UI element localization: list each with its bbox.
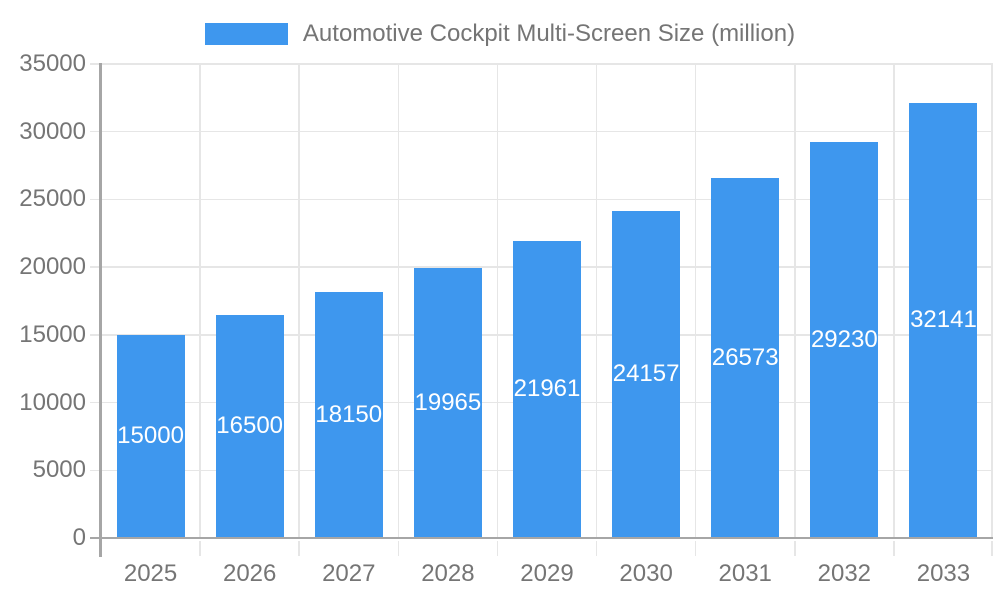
legend: Automotive Cockpit Multi-Screen Size (mi… (0, 19, 1000, 49)
x-axis-tick-label: 2029 (520, 560, 574, 587)
y-axis-tick-label: 15000 (19, 320, 86, 348)
gridline-horizontal (90, 130, 993, 133)
x-axis-tick-label: 2026 (222, 560, 277, 587)
bar-2032: 29230 (810, 142, 879, 538)
x-axis-tick (199, 540, 201, 556)
gridline-vertical (298, 64, 300, 538)
bar-value-label: 19965 (414, 388, 482, 416)
y-axis-tick-label: 25000 (19, 185, 86, 213)
gridline-vertical (794, 64, 796, 538)
x-axis-tick (496, 540, 499, 556)
y-axis-tick-label: 20000 (19, 253, 86, 281)
bar-2027: 18150 (314, 292, 383, 538)
plot-area: 15000 16500 18150 19965 21961 24157 26573 29230… (90, 63, 993, 556)
y-axis-tick-label: 5000 (32, 456, 86, 484)
gridline-vertical (496, 64, 499, 538)
bar-value-label: 26573 (711, 344, 779, 372)
legend-label: Automotive Cockpit Multi-Screen Size (mi… (302, 20, 796, 47)
gridline-vertical (694, 64, 697, 538)
gridline-vertical (893, 64, 895, 538)
x-axis-tick-label: 2032 (817, 560, 872, 587)
bar-value-label: 21961 (513, 375, 581, 403)
legend-swatch-icon (204, 23, 288, 45)
bar-2026: 16500 (215, 314, 284, 538)
y-axis-line (99, 63, 102, 557)
bar-value-label: 16500 (216, 412, 284, 440)
x-axis-tick (595, 540, 598, 556)
x-axis-line (90, 536, 993, 539)
bar-value-label: 24157 (612, 360, 680, 388)
bar-2025: 15000 (116, 334, 185, 538)
gridline-vertical (397, 64, 400, 538)
x-axis-tick-label: 2027 (322, 560, 376, 587)
x-axis-tick-label: 2033 (916, 560, 971, 587)
x-axis-tick-label: 2030 (619, 560, 673, 587)
bar-value-label: 15000 (117, 422, 184, 450)
bar-2031: 26573 (711, 178, 780, 538)
bar-value-label: 29230 (810, 326, 878, 354)
bar-2029: 21961 (513, 240, 581, 538)
x-axis-tick (298, 540, 300, 556)
y-axis-tick-label: 35000 (19, 50, 86, 77)
gridline-horizontal (90, 198, 993, 201)
y-axis-tick-label: 0 (72, 524, 86, 551)
bar-2030: 24157 (612, 210, 681, 538)
x-axis-tick-label: 2028 (421, 560, 475, 587)
bar-2028: 19965 (413, 267, 482, 538)
x-axis-tick (893, 540, 895, 556)
bar-2033: 32141 (909, 102, 978, 538)
y-axis-tick-label: 30000 (19, 117, 86, 145)
bar-value-label: 18150 (315, 401, 383, 429)
bar-value-label: 32141 (910, 306, 977, 334)
x-axis-tick (694, 540, 697, 556)
gridline-vertical (199, 64, 201, 538)
x-axis-tick (991, 540, 993, 556)
gridline-vertical (595, 64, 598, 538)
gridline-horizontal (90, 63, 993, 65)
x-axis-tick-label: 2031 (718, 560, 772, 587)
gridline-vertical (991, 64, 993, 538)
x-axis-tick (397, 540, 400, 556)
x-axis-tick (794, 540, 796, 556)
y-axis-tick-label: 10000 (19, 388, 86, 416)
x-axis-tick-label: 2025 (123, 560, 178, 587)
